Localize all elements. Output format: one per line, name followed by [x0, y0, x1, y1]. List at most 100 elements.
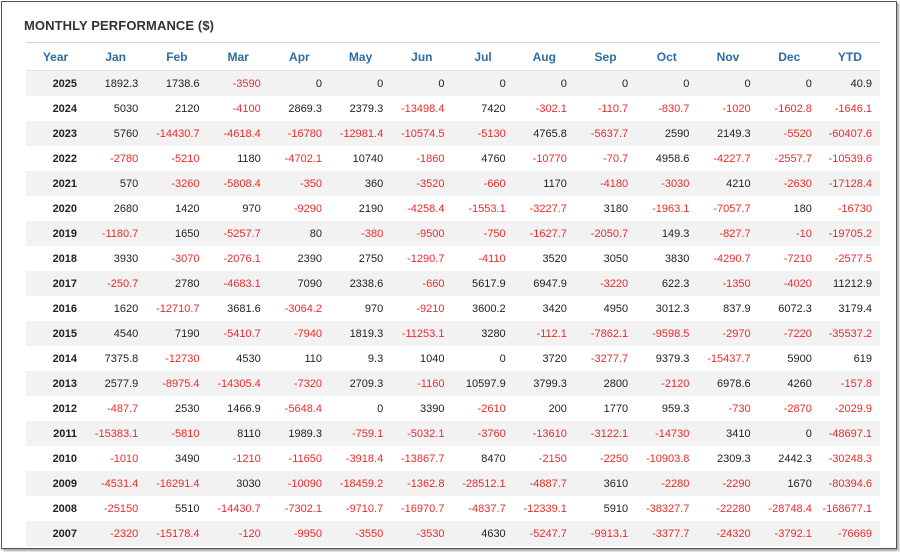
table-row: 2025 1892.3 1738.6 -3590 0 0 0 0 0 0 0 0 0 40.9	[26, 70, 880, 96]
month-cell: 2149.3	[697, 121, 759, 146]
month-cell: -14730	[636, 421, 698, 446]
month-cell: -7862.1	[574, 321, 637, 346]
month-cell: 2869.3	[288, 102, 322, 115]
month-cell: 2800	[574, 371, 637, 396]
ytd-cell: -2029.9	[834, 402, 872, 415]
month-cell: 10597.9	[452, 371, 514, 396]
month-cell: -4290.7	[713, 252, 751, 265]
month-cell: -2970	[697, 321, 759, 346]
month-cell: -10903.8	[645, 452, 690, 465]
month-cell: -9598.5	[636, 321, 698, 346]
month-cell: -2870	[783, 402, 812, 415]
month-cell: 2338.6	[329, 271, 392, 296]
month-cell: 3030	[207, 471, 269, 496]
month-cell: 4950	[603, 302, 629, 315]
month-cell: -9913.1	[574, 521, 637, 546]
ytd-cell: 3179.4	[838, 302, 872, 315]
table-row: 2021 570 -3260 -5808.4 -350 360 -3520 -660 1170-…	[26, 171, 880, 196]
month-cell: -5130	[452, 121, 514, 146]
month-cell: -1963.1	[652, 202, 690, 215]
ytd-cell: -16730	[837, 202, 872, 215]
month-cell: -25150	[104, 502, 139, 515]
month-cell: -7057.7	[713, 202, 751, 215]
month-cell: 1770	[603, 402, 629, 415]
month-cell: -16291.4	[146, 471, 208, 496]
column-header-year: Year	[26, 43, 86, 71]
column-header-dec: Dec	[758, 43, 820, 71]
month-cell: -1210	[232, 452, 261, 465]
month-cell: 2709.3	[329, 371, 392, 396]
month-cell: 3390	[419, 402, 445, 415]
month-cell: -3122.1	[574, 421, 637, 446]
month-cell: 10740	[352, 152, 384, 165]
month-cell: -3377.7	[636, 521, 698, 546]
ytd-cell: -1646.1	[834, 102, 872, 115]
month-cell: 3600.2	[472, 302, 506, 315]
year-cell: 2021	[26, 171, 86, 196]
month-cell: -5247.7	[513, 521, 575, 546]
month-cell: 0	[697, 70, 759, 96]
month-cell: -12981.4	[329, 121, 392, 146]
month-cell: -1350	[697, 271, 759, 296]
month-cell: 0	[391, 70, 453, 96]
month-cell: -1180.7	[85, 221, 147, 246]
year-cell: 2015	[26, 321, 86, 346]
year-cell: 2020	[52, 202, 78, 215]
month-cell: -9290	[293, 202, 322, 215]
month-cell: -2250	[600, 452, 629, 465]
month-cell: -112.1	[513, 321, 575, 346]
month-cell: -2630	[758, 171, 820, 196]
month-cell: -2610	[477, 402, 506, 415]
month-cell: 7190	[146, 321, 208, 346]
month-cell: -15383.1	[85, 421, 147, 446]
month-cell: -3530	[391, 521, 453, 546]
month-cell: -4618.4	[207, 121, 269, 146]
table-row: 2012 -487.7 2530 1466.9 -5648.4 0 3390 -2610 200…	[26, 396, 880, 421]
month-cell: 2379.3	[349, 102, 384, 115]
month-cell: -350	[268, 171, 330, 196]
month-cell: -9210	[416, 302, 445, 315]
year-cell: 2017	[26, 271, 86, 296]
month-cell: -1860	[416, 152, 445, 165]
column-header-nov: Nov	[697, 43, 759, 71]
month-cell: 970	[242, 202, 261, 215]
month-cell: -10574.5	[391, 121, 453, 146]
month-cell: 3410	[697, 421, 759, 446]
performance-table-wrap: Year Jan Feb Mar Apr May Jun Jul Aug Sep Oct Nov Dec…	[26, 42, 880, 546]
month-cell: -28512.1	[452, 471, 514, 496]
year-cell: 2025	[26, 70, 86, 96]
ytd-cell: 40.9	[819, 70, 880, 96]
month-cell: -12339.1	[523, 502, 567, 515]
month-cell: 570	[85, 171, 147, 196]
month-cell: -11650	[288, 452, 322, 465]
month-cell: -3520	[391, 171, 453, 196]
month-cell: -5032.1	[391, 421, 453, 446]
month-cell: 1040	[419, 352, 445, 365]
month-cell: -1627.7	[513, 221, 575, 246]
ytd-cell: -157.8	[819, 371, 880, 396]
month-cell: 8470	[481, 452, 506, 465]
month-cell: 80	[268, 221, 330, 246]
column-header-apr: Apr	[268, 43, 330, 71]
table-row: 2020 2680 1420 970 -9290 2190 -4258.4 -1553.1 -3…	[26, 196, 880, 221]
monthly-performance-table: Year Jan Feb Mar Apr May Jun Jul Aug Sep Oct Nov Dec…	[26, 43, 880, 546]
month-cell: -660	[452, 171, 514, 196]
table-row: 2009 -4531.4 -16291.4 3030 -10090 -18459.2 -13…	[26, 471, 880, 496]
column-header-ytd: YTD	[819, 43, 880, 71]
month-cell: -3792.1	[758, 521, 820, 546]
month-cell: 959.3	[661, 402, 690, 415]
month-cell: 2780	[146, 271, 208, 296]
month-cell: -4227.7	[713, 152, 751, 165]
month-cell: 4760	[481, 152, 506, 165]
column-header-sep: Sep	[574, 43, 637, 71]
month-cell: -5637.7	[574, 121, 637, 146]
month-cell: -3260	[146, 171, 208, 196]
month-cell: -9500	[391, 221, 453, 246]
month-cell: 2120	[175, 102, 200, 115]
month-cell: -10090	[268, 471, 330, 496]
month-cell: 5900	[787, 352, 812, 365]
month-cell: -24320	[697, 521, 759, 546]
month-cell: -3064.2	[284, 302, 322, 315]
month-cell: 0	[574, 70, 637, 96]
month-cell: 3610	[574, 471, 637, 496]
